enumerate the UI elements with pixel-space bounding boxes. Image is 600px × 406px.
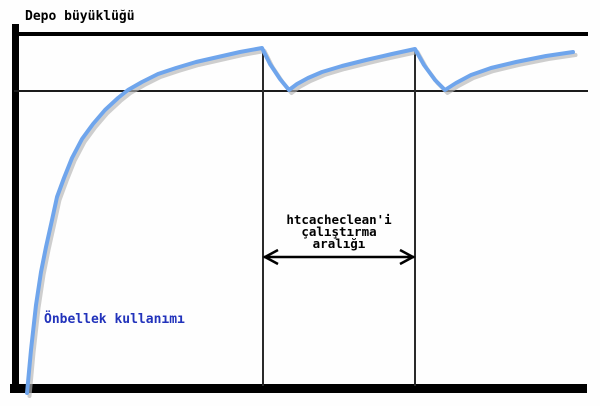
y-axis-title: Depo büyüklüğü [25, 9, 135, 24]
interval-arrow-left-head [262, 248, 279, 266]
htcacheclean-interval-label: htcacheclean'i çalıştırma aralığı [286, 212, 392, 251]
cache-usage-label: Önbellek kullanımı [44, 312, 185, 327]
x-axis [10, 384, 587, 393]
cache-usage-curve [25, 46, 575, 395]
interval-arrow-right-head [399, 248, 416, 266]
y-axis [12, 24, 19, 393]
